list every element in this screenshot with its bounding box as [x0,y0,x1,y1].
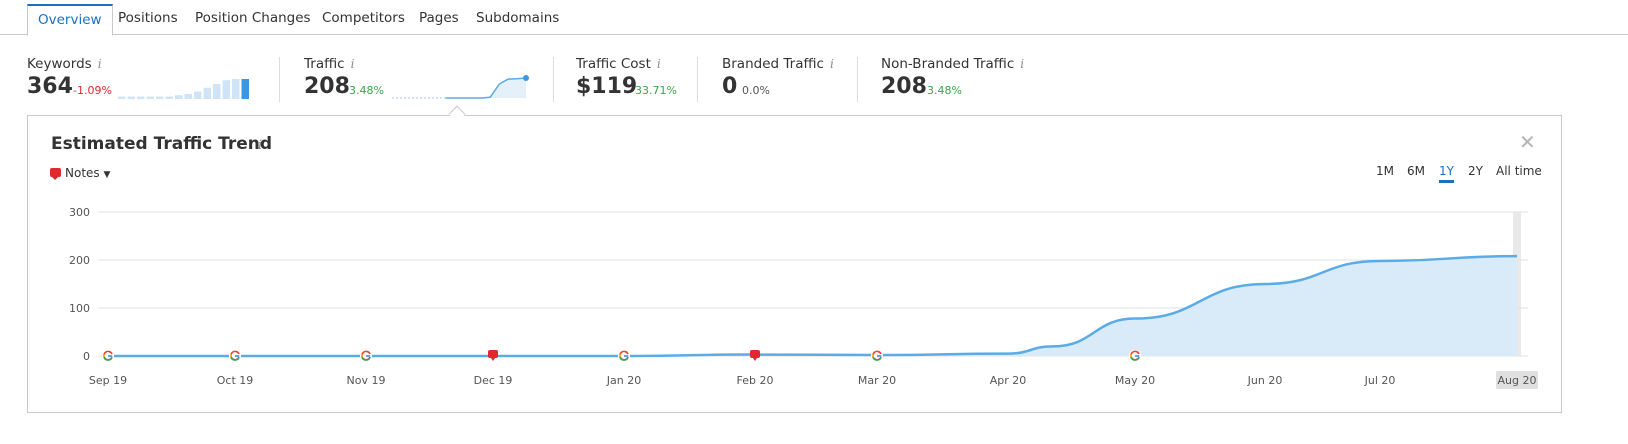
notes-dropdown[interactable]: Notes ▼ [50,166,110,180]
report-tabs: Overview Positions Position Changes Comp… [0,0,1628,36]
x-tick-label: Sep 19 [89,374,127,387]
y-tick-label: 100 [69,302,90,315]
metric-value: 208 [881,74,927,99]
info-icon[interactable]: i [1020,57,1025,71]
metric-change: 3.48% [349,84,384,97]
metric-traffic-cost[interactable]: Traffic Cost i $119 33.71% [576,56,677,99]
chevron-down-icon: ▼ [103,170,111,180]
metric-value: $119 [576,74,638,99]
metric-traffic[interactable]: Traffic i 208 3.48% [304,56,384,99]
tab-competitors[interactable]: Competitors [322,10,405,26]
close-icon[interactable]: ✕ [1519,130,1536,154]
sparkline-bar [137,96,145,99]
tab-pages[interactable]: Pages [419,10,459,26]
metric-change: -1.09% [73,84,112,97]
google-update-icon[interactable] [871,350,883,362]
sparkline-bar [232,79,240,99]
x-tick-label: Apr 20 [990,374,1027,387]
info-icon[interactable]: i [97,57,102,71]
metric-divider [553,57,554,102]
range-all-time[interactable]: All time [1496,164,1542,178]
sparkline-bar [194,91,202,99]
sparkline-line [445,77,527,99]
metric-label: Non-Branded Traffic [881,56,1015,72]
sparkline-bar [241,79,249,99]
info-icon[interactable]: i [350,57,355,71]
metric-label: Keywords [27,56,92,72]
range-1m[interactable]: 1M [1376,164,1394,178]
google-update-icon[interactable] [102,350,114,362]
metric-non-branded-traffic[interactable]: Non-Branded Traffic i 208 3.48% [881,56,1025,99]
x-tick-label: Mar 20 [858,374,896,387]
x-tick-label: Dec 19 [474,374,513,387]
x-tick-label: Feb 20 [737,374,774,387]
tab-position-changes[interactable]: Position Changes [195,10,311,26]
traffic-trend-chart[interactable]: 0 100 200 300 Sep 19 Oct 19 Nov 19 Dec 19 Jan 20… [28,116,1561,412]
notes-label: Notes [65,166,100,180]
x-tick-label: Oct 19 [217,374,254,387]
metric-divider [697,57,698,102]
traffic-area [108,256,1517,356]
sparkline-bar [222,80,230,99]
metric-label: Branded Traffic [722,56,824,72]
y-tick-label: 300 [69,206,90,219]
sparkline-bar [213,84,221,99]
tab-positions[interactable]: Positions [118,10,178,26]
x-tick-label: May 20 [1115,374,1155,387]
info-icon[interactable]: i [258,138,263,153]
metric-change: 3.48% [927,84,962,97]
x-tick-label: Nov 19 [347,374,386,387]
sparkline-bar [203,87,211,99]
traffic-trend-panel: Estimated Traffic Trend i ✕ Notes ▼ 1M 6… [27,115,1562,413]
panel-title: Estimated Traffic Trend [51,134,273,154]
sparkline-bar [175,95,183,99]
x-tick-highlight [1496,371,1538,389]
metric-divider [857,57,858,102]
sparkline-end-point [523,75,529,81]
traffic-sparkline [392,75,529,99]
google-update-icon[interactable] [1129,350,1141,362]
x-tick-label: Jan 20 [606,374,641,387]
note-icon[interactable] [750,350,760,361]
sparkline-area [392,78,526,98]
google-update-icon[interactable] [618,350,630,362]
metric-label: Traffic Cost [576,56,651,72]
range-2y[interactable]: 2Y [1468,164,1483,178]
note-icon [50,168,61,180]
metric-branded-traffic[interactable]: Branded Traffic i 0 0.0% [722,56,834,99]
sparkline-bar [118,96,126,99]
sparkline-bar [127,96,135,99]
sparkline-bar [146,96,154,99]
info-icon[interactable]: i [829,57,834,71]
y-tick-label: 200 [69,254,90,267]
x-tick-label: Jul 20 [1364,374,1396,387]
metric-label: Traffic [304,56,345,72]
tab-overview[interactable]: Overview [27,4,113,36]
x-tick-label: Jun 20 [1247,374,1283,387]
note-icon[interactable] [488,350,498,361]
metric-value: 364 [27,74,73,99]
y-tick-label: 0 [83,350,90,363]
range-1y[interactable]: 1Y [1439,164,1454,183]
sparkline-bar [156,96,164,99]
metric-change: 0.0% [742,84,770,97]
x-tick-label: Aug 20 [1498,374,1537,387]
metric-change: 33.71% [635,84,677,97]
metric-value: 208 [304,74,350,99]
google-update-icon[interactable] [360,350,372,362]
range-6m[interactable]: 6M [1407,164,1425,178]
info-icon[interactable]: i [656,57,661,71]
sparkline-bar [184,94,192,99]
metric-divider [279,57,280,102]
sparkline-bar [165,96,173,99]
metric-value: 0 [722,74,738,99]
google-update-icon[interactable] [229,350,241,362]
keywords-sparkline [118,79,249,99]
metric-keywords[interactable]: Keywords i 364 -1.09% [27,56,112,99]
tab-subdomains[interactable]: Subdomains [476,10,560,26]
